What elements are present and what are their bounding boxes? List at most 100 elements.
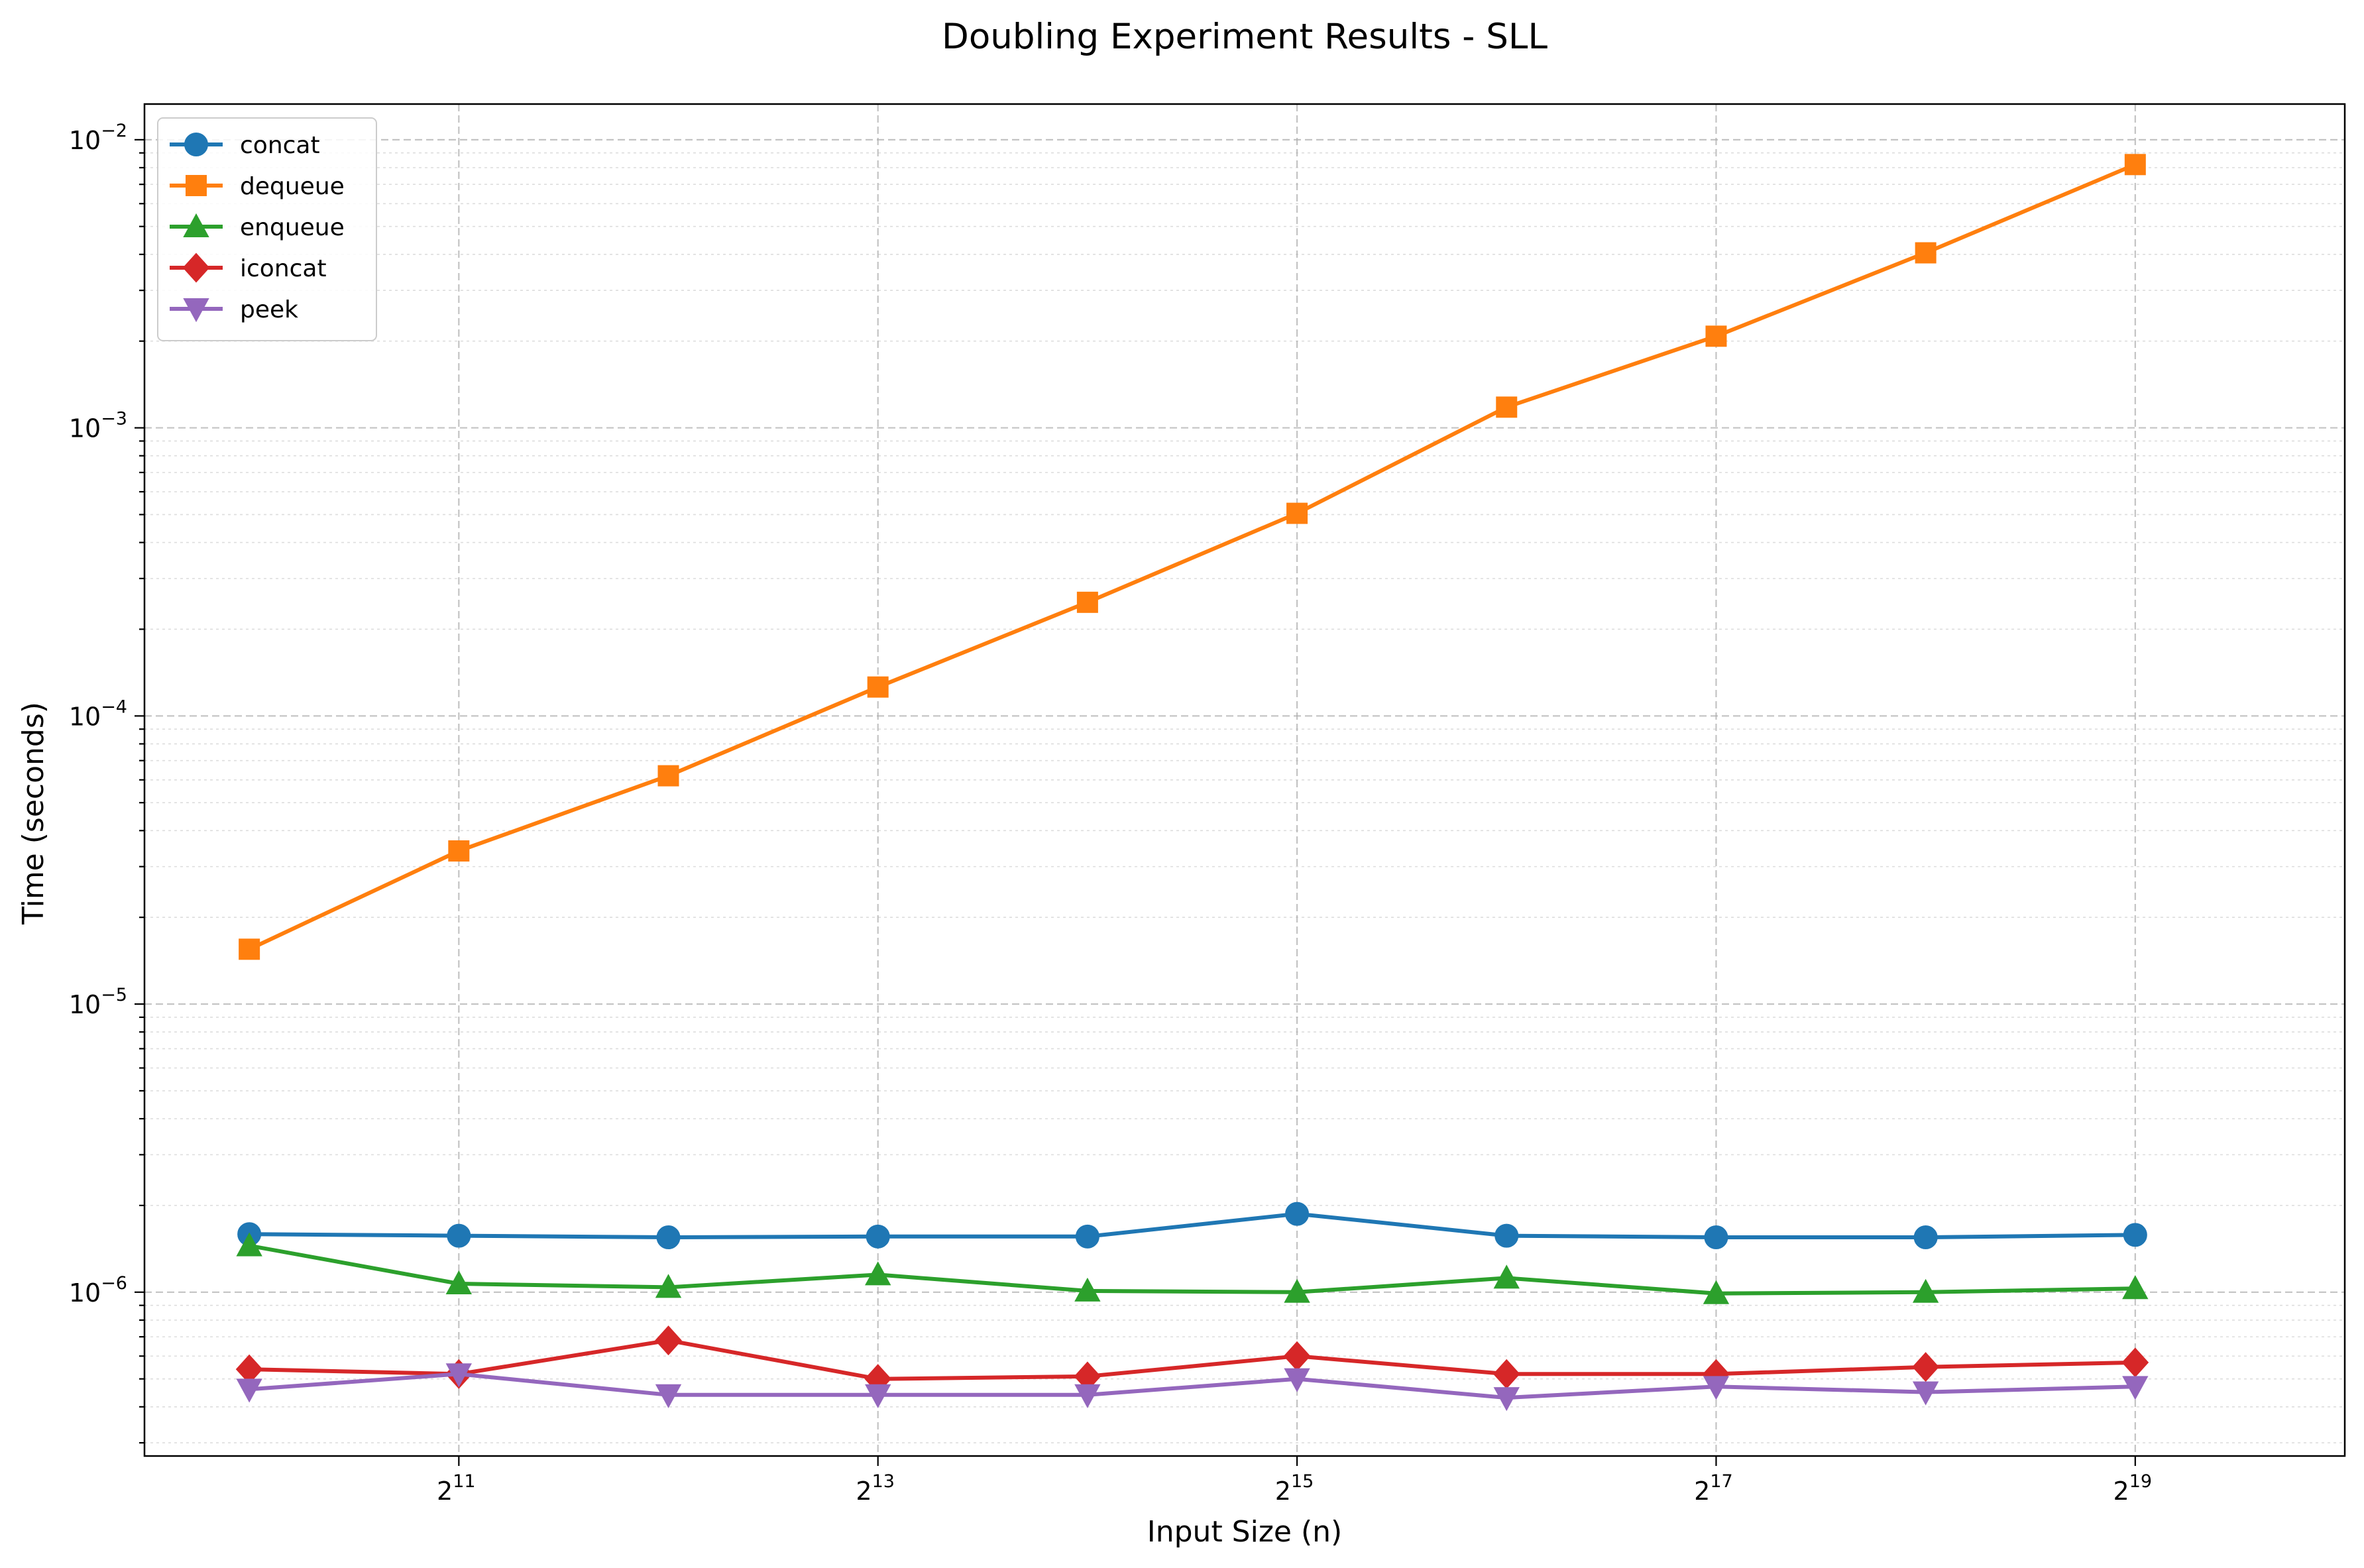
x-tick-label: 219 [2113,1471,2153,1506]
x-tick-exponent: 11 [453,1471,475,1492]
data-point-dequeue [657,765,679,787]
data-point-concat [866,1224,890,1249]
data-point-dequeue [867,676,889,698]
legend-item-enqueue: enqueue [170,213,345,241]
data-point-peek [236,1378,262,1403]
series-line-dequeue [247,162,2137,952]
y-tick-base: 10 [69,126,101,155]
y-tick-base: 10 [69,1278,101,1308]
data-point-dequeue [2124,154,2146,176]
y-tick-label: 10−2 [69,121,127,155]
series-line-peek [247,1372,2137,1400]
legend-label: iconcat [240,255,327,282]
data-point-enqueue [1912,1278,1939,1303]
legend-box [157,117,377,341]
legend-marker [183,213,209,237]
legend-marker [186,175,207,196]
legend-marker [184,133,208,156]
series-peek [236,1363,2149,1412]
data-point-concat [1075,1224,1099,1249]
data-point-concat [447,1223,471,1248]
x-tick-label: 211 [437,1471,476,1506]
data-point-concat [1285,1202,1310,1226]
data-point-enqueue [655,1274,682,1298]
series-line-enqueue [247,1243,2137,1296]
data-point-dequeue [448,840,470,862]
data-point-enqueue [445,1270,473,1295]
y-tick-base: 10 [69,414,101,443]
data-point-peek [655,1384,682,1408]
x-tick-base: 2 [856,1477,872,1506]
legend-marker [182,252,210,283]
x-tick-label: 215 [1275,1471,1314,1506]
legend-item-dequeue: dequeue [170,173,345,200]
data-point-dequeue [1286,502,1308,524]
y-tick-label: 10−6 [69,1273,127,1308]
y-axis-ticks: 10−610−510−410−310−2 [69,121,144,1444]
legend-item-iconcat: iconcat [170,252,327,283]
data-point-enqueue [1284,1278,1310,1303]
y-tick-label: 10−3 [69,409,127,443]
series-dequeue [239,154,2146,960]
data-point-peek [1284,1368,1310,1392]
series-line-iconcat [247,1338,2137,1381]
data-point-dequeue [1076,591,1098,613]
data-point-concat [1494,1223,1519,1248]
series-layer [235,154,2149,1412]
y-axis-label: Time (seconds) [17,702,50,925]
series-line-concat [247,1211,2137,1239]
legend-label: concat [240,132,320,159]
data-point-enqueue [1703,1280,1730,1304]
data-point-iconcat [655,1325,682,1356]
series-enqueue [236,1232,2149,1304]
y-tick-exponent: −3 [101,409,127,429]
legend-item-peek: peek [170,296,298,323]
y-tick-exponent: −2 [101,121,127,141]
y-tick-base: 10 [69,990,101,1019]
data-point-peek [1074,1384,1101,1408]
legend-item-concat: concat [170,132,320,159]
legend-marker [183,298,209,323]
data-point-peek [2122,1376,2149,1400]
y-tick-label: 10−4 [69,697,127,731]
data-point-dequeue [1915,242,1937,264]
x-axis-ticks: 211 213 215 217 219 [437,1456,2152,1506]
x-tick-exponent: 17 [1710,1471,1732,1492]
x-tick-label: 217 [1694,1471,1733,1506]
x-axis-label: Input Size (n) [1147,1515,1342,1549]
y-tick-exponent: −4 [101,697,127,717]
data-point-concat [1913,1225,1938,1250]
x-tick-base: 2 [1694,1477,1710,1506]
x-tick-label: 213 [856,1471,895,1506]
legend: concat dequeue enqueue iconcat peek [157,117,377,341]
y-tick-label: 10−5 [69,985,127,1019]
y-tick-exponent: −6 [101,1273,127,1294]
x-tick-base: 2 [437,1477,453,1506]
data-point-enqueue [236,1232,262,1257]
legend-label: peek [240,296,298,323]
legend-label: dequeue [240,173,345,200]
legend-label: enqueue [240,214,345,241]
data-point-dequeue [239,938,260,960]
series-concat [237,1202,2147,1250]
x-tick-exponent: 13 [872,1471,895,1492]
y-tick-exponent: −5 [101,985,127,1005]
data-point-concat [2123,1223,2147,1247]
data-point-dequeue [1705,325,1727,347]
data-point-concat [1704,1225,1728,1250]
data-point-peek [865,1384,891,1408]
x-tick-base: 2 [1275,1477,1291,1506]
data-point-dequeue [1496,396,1518,418]
data-point-peek [1912,1381,1939,1406]
x-tick-exponent: 15 [1291,1471,1314,1492]
data-point-enqueue [865,1261,891,1286]
data-point-peek [1493,1387,1520,1412]
x-tick-base: 2 [2113,1477,2129,1506]
data-point-iconcat [1912,1352,1939,1382]
y-tick-base: 10 [69,702,101,731]
x-tick-exponent: 19 [2129,1471,2152,1492]
data-point-peek [1703,1376,1730,1400]
data-point-peek [445,1363,473,1388]
